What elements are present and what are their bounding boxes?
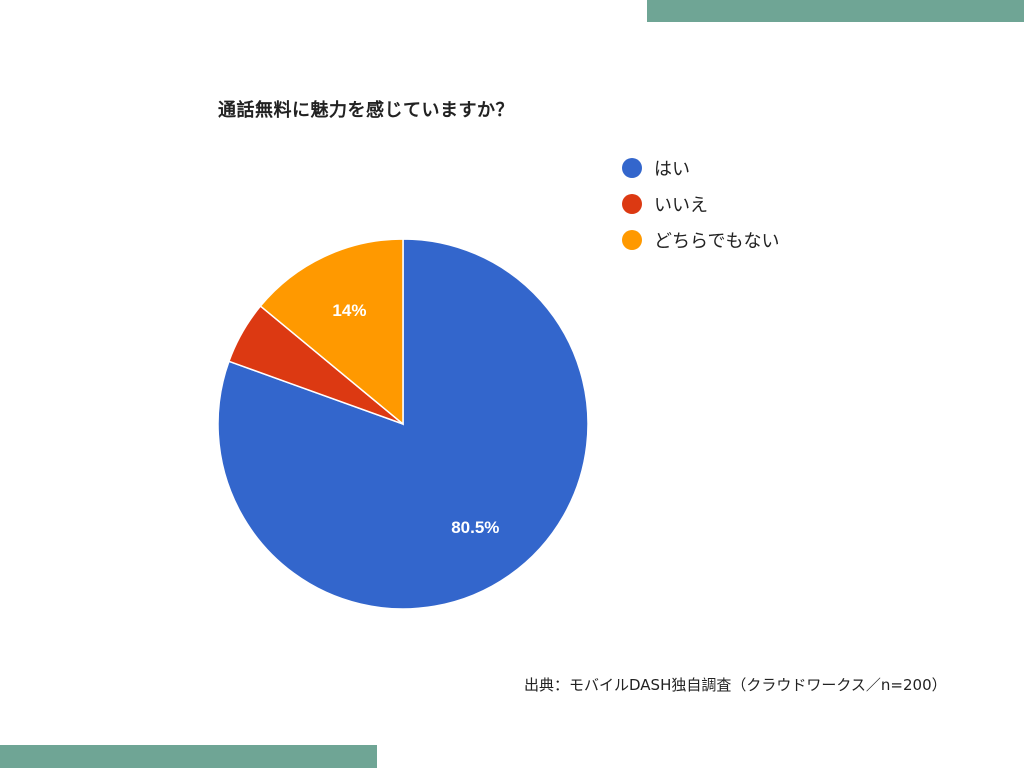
data-label-neither: 14%	[332, 301, 366, 320]
legend-dot-yes	[622, 158, 642, 178]
legend-label-yes: はい	[654, 159, 690, 180]
legend-item-no: いいえ	[622, 186, 779, 222]
pie-slice-neither	[259, 238, 404, 426]
chart-title: 通話無料に魅力を感じていますか？	[218, 100, 514, 121]
legend-label-neither: どちらでもない	[654, 231, 780, 252]
legend-dot-neither	[622, 230, 642, 250]
data-label-yes: 80.5%	[451, 518, 499, 537]
legend-item-yes: はい	[622, 150, 779, 186]
top-decoration-bar	[647, 0, 1024, 22]
bottom-decoration-bar	[0, 745, 377, 768]
legend-dot-no	[622, 194, 642, 214]
legend-label-no: いいえ	[654, 195, 708, 216]
source-note: 出典：モバイルDASH独自調査（クラウドワークス／n=200）	[524, 676, 947, 694]
legend: はい いいえ どちらでもない	[622, 150, 779, 258]
legend-item-neither: どちらでもない	[622, 222, 779, 258]
